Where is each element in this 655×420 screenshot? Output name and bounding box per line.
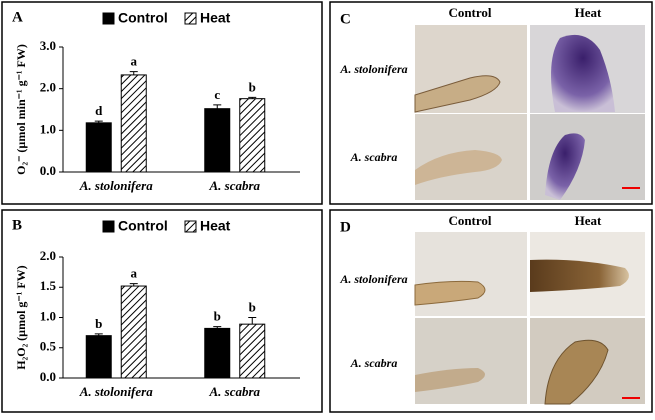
root	[551, 34, 615, 112]
legend-label: Heat	[200, 218, 231, 234]
x-tick-label: A. stolonifera	[79, 178, 153, 193]
panel-label: C	[340, 11, 351, 27]
root	[545, 133, 585, 200]
root	[414, 75, 501, 113]
x-tick-label: A. scabra	[208, 384, 260, 399]
bar	[120, 285, 147, 379]
column-label: Control	[448, 5, 491, 20]
bar	[239, 98, 266, 173]
legend-label: Heat	[200, 10, 231, 26]
error-bar	[129, 283, 138, 287]
y-axis-label: O₂⁻ (µmol min⁻¹ g⁻¹ FW)	[14, 44, 28, 175]
legend-swatch	[102, 220, 115, 233]
legend-label: Control	[118, 10, 168, 26]
root	[414, 280, 486, 306]
y-tick-label: 1.0	[40, 308, 56, 323]
row-label: A. scabra	[350, 150, 398, 164]
y-tick-label: 3.0	[40, 38, 56, 53]
error-bar	[94, 333, 103, 336]
significance-letter: b	[214, 309, 221, 324]
bar	[85, 122, 112, 173]
significance-letter: b	[95, 316, 102, 331]
panel-border	[1, 209, 323, 413]
photo-grid	[414, 25, 645, 200]
bar	[85, 335, 112, 379]
panel-label: D	[340, 219, 351, 235]
row-label: A. stolonifera	[339, 272, 407, 286]
column-label: Heat	[575, 213, 602, 228]
photo	[415, 318, 527, 404]
bar	[239, 323, 266, 379]
root	[415, 368, 485, 392]
panel-border	[329, 1, 653, 205]
root	[544, 339, 609, 405]
row-label: A. scabra	[350, 356, 398, 370]
significance-letter: a	[131, 266, 138, 281]
column-label: Control	[448, 213, 491, 228]
panel-border	[329, 209, 653, 413]
error-bar	[213, 104, 222, 109]
y-tick-label: 1.5	[40, 278, 57, 293]
y-axis-label: H₂O₂ (µmol g⁻¹ FW)	[14, 265, 28, 369]
legend-swatch	[184, 220, 197, 233]
y-tick-label: 1.0	[40, 121, 56, 136]
x-tick-label: A. scabra	[208, 178, 260, 193]
error-bar	[94, 120, 103, 123]
y-tick-label: 0.0	[40, 163, 56, 178]
significance-letter: b	[249, 299, 256, 314]
significance-letter: d	[95, 103, 103, 118]
y-tick-label: 2.0	[40, 248, 56, 263]
significance-letter: b	[249, 79, 256, 94]
error-bar	[129, 71, 138, 75]
bar	[204, 108, 231, 173]
root	[415, 150, 502, 185]
root	[530, 259, 629, 292]
panel-label: A	[12, 9, 23, 25]
row-label: A. stolonifera	[339, 62, 407, 76]
photo-grid	[414, 232, 645, 405]
bar	[204, 327, 231, 379]
legend-swatch	[184, 12, 197, 25]
legend-label: Control	[118, 218, 168, 234]
significance-letter: a	[131, 54, 138, 69]
error-bar	[248, 317, 257, 325]
significance-letter: c	[214, 87, 220, 102]
y-tick-label: 0.0	[40, 369, 56, 384]
bar	[120, 74, 147, 173]
column-label: Heat	[575, 5, 602, 20]
error-bar	[248, 96, 257, 99]
panel-label: B	[12, 217, 22, 233]
y-tick-label: 2.0	[40, 80, 56, 95]
y-tick-label: 0.5	[40, 339, 57, 354]
x-tick-label: A. stolonifera	[79, 384, 153, 399]
panel-border	[1, 1, 323, 205]
error-bar	[213, 326, 222, 329]
legend-swatch	[102, 12, 115, 25]
